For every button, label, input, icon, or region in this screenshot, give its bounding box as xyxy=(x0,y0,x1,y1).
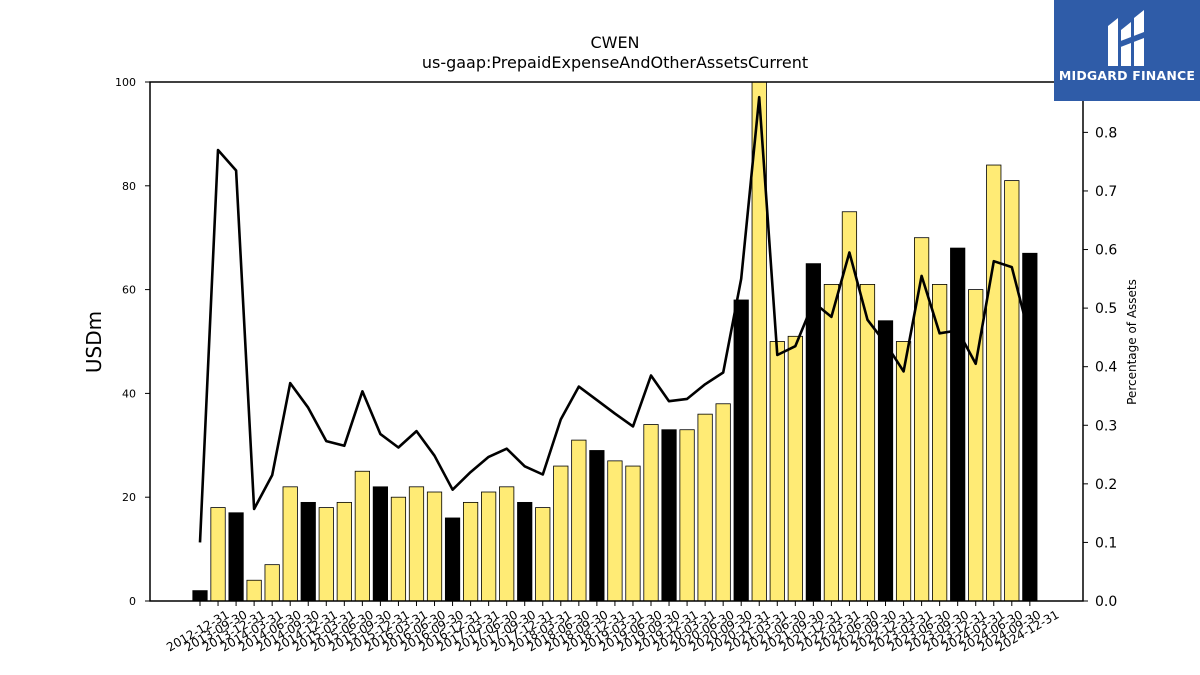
bar xyxy=(336,501,352,602)
bar xyxy=(426,491,443,602)
bar xyxy=(553,465,569,602)
bar xyxy=(228,512,244,602)
percentage-line xyxy=(198,95,1032,543)
y-axis-label: USDm xyxy=(82,311,106,373)
y-tick-label: 20 xyxy=(122,491,136,504)
bar xyxy=(282,486,298,602)
bar-series xyxy=(192,81,1038,602)
y-tick-label: 60 xyxy=(122,284,136,297)
bar xyxy=(372,486,389,602)
bar xyxy=(950,247,966,602)
bar xyxy=(300,501,316,602)
y2-axis-label: Percentage of Assets xyxy=(1125,279,1139,405)
bar xyxy=(481,491,497,602)
bar xyxy=(823,284,840,602)
brand-logo: MIDGARD FINANCE xyxy=(1054,0,1200,101)
bar xyxy=(607,460,623,602)
y-axis: 0 20 40 60 80 100 xyxy=(115,76,150,608)
y-tick-label: 100 xyxy=(115,76,136,89)
y2-tick-label: 0.3 xyxy=(1095,418,1117,434)
y2-tick-label: 0.0 xyxy=(1095,594,1117,610)
y2-tick-label: 0.7 xyxy=(1095,184,1117,200)
y2-tick-label: 0.1 xyxy=(1095,535,1117,551)
bar xyxy=(859,284,876,602)
bar xyxy=(679,429,695,602)
bar xyxy=(408,486,425,602)
bar xyxy=(210,507,226,602)
bar xyxy=(571,439,587,602)
y2-axis: 0.0 0.1 0.2 0.3 0.4 0.5 0.6 0.7 0.8 xyxy=(1083,125,1117,610)
bar xyxy=(246,579,262,602)
bar xyxy=(895,341,912,602)
bar xyxy=(318,507,334,602)
y2-tick-label: 0.6 xyxy=(1095,243,1117,259)
bar xyxy=(517,501,533,602)
bar xyxy=(661,429,677,602)
bar xyxy=(697,413,713,602)
bar xyxy=(535,507,551,602)
y2-tick-label: 0.2 xyxy=(1095,477,1117,493)
bar xyxy=(444,517,461,602)
bar xyxy=(625,465,641,602)
plot-frame xyxy=(149,81,1084,602)
bar xyxy=(264,564,280,602)
bar xyxy=(1004,180,1020,602)
y2-tick-label: 0.5 xyxy=(1095,301,1117,317)
chart-subtitle: us-gaap:PrepaidExpenseAndOtherAssetsCurr… xyxy=(422,53,808,72)
line-series xyxy=(198,95,1032,543)
x-axis: 2012-12-312013-09-302013-12-312014-03-31… xyxy=(164,601,1061,654)
y-tick-label: 0 xyxy=(129,595,136,608)
bar xyxy=(733,299,749,602)
bar xyxy=(877,320,894,602)
y-tick-label: 40 xyxy=(122,387,136,400)
bar xyxy=(986,164,1002,602)
bar xyxy=(354,470,370,602)
bar xyxy=(715,403,731,602)
bar xyxy=(589,450,605,602)
bar xyxy=(462,501,479,602)
y2-tick-label: 0.8 xyxy=(1095,125,1117,141)
y-tick-label: 80 xyxy=(122,180,136,193)
chart-title: CWEN xyxy=(590,33,639,52)
bar xyxy=(643,424,659,602)
bar xyxy=(769,341,785,602)
logo-text: MIDGARD FINANCE xyxy=(1058,68,1196,83)
bar xyxy=(390,496,407,602)
bar xyxy=(192,590,208,602)
bar xyxy=(787,335,803,602)
bar xyxy=(1022,252,1038,602)
y2-tick-label: 0.4 xyxy=(1095,360,1117,376)
bar xyxy=(499,486,515,602)
midgard-logo-icon xyxy=(1108,10,1144,66)
